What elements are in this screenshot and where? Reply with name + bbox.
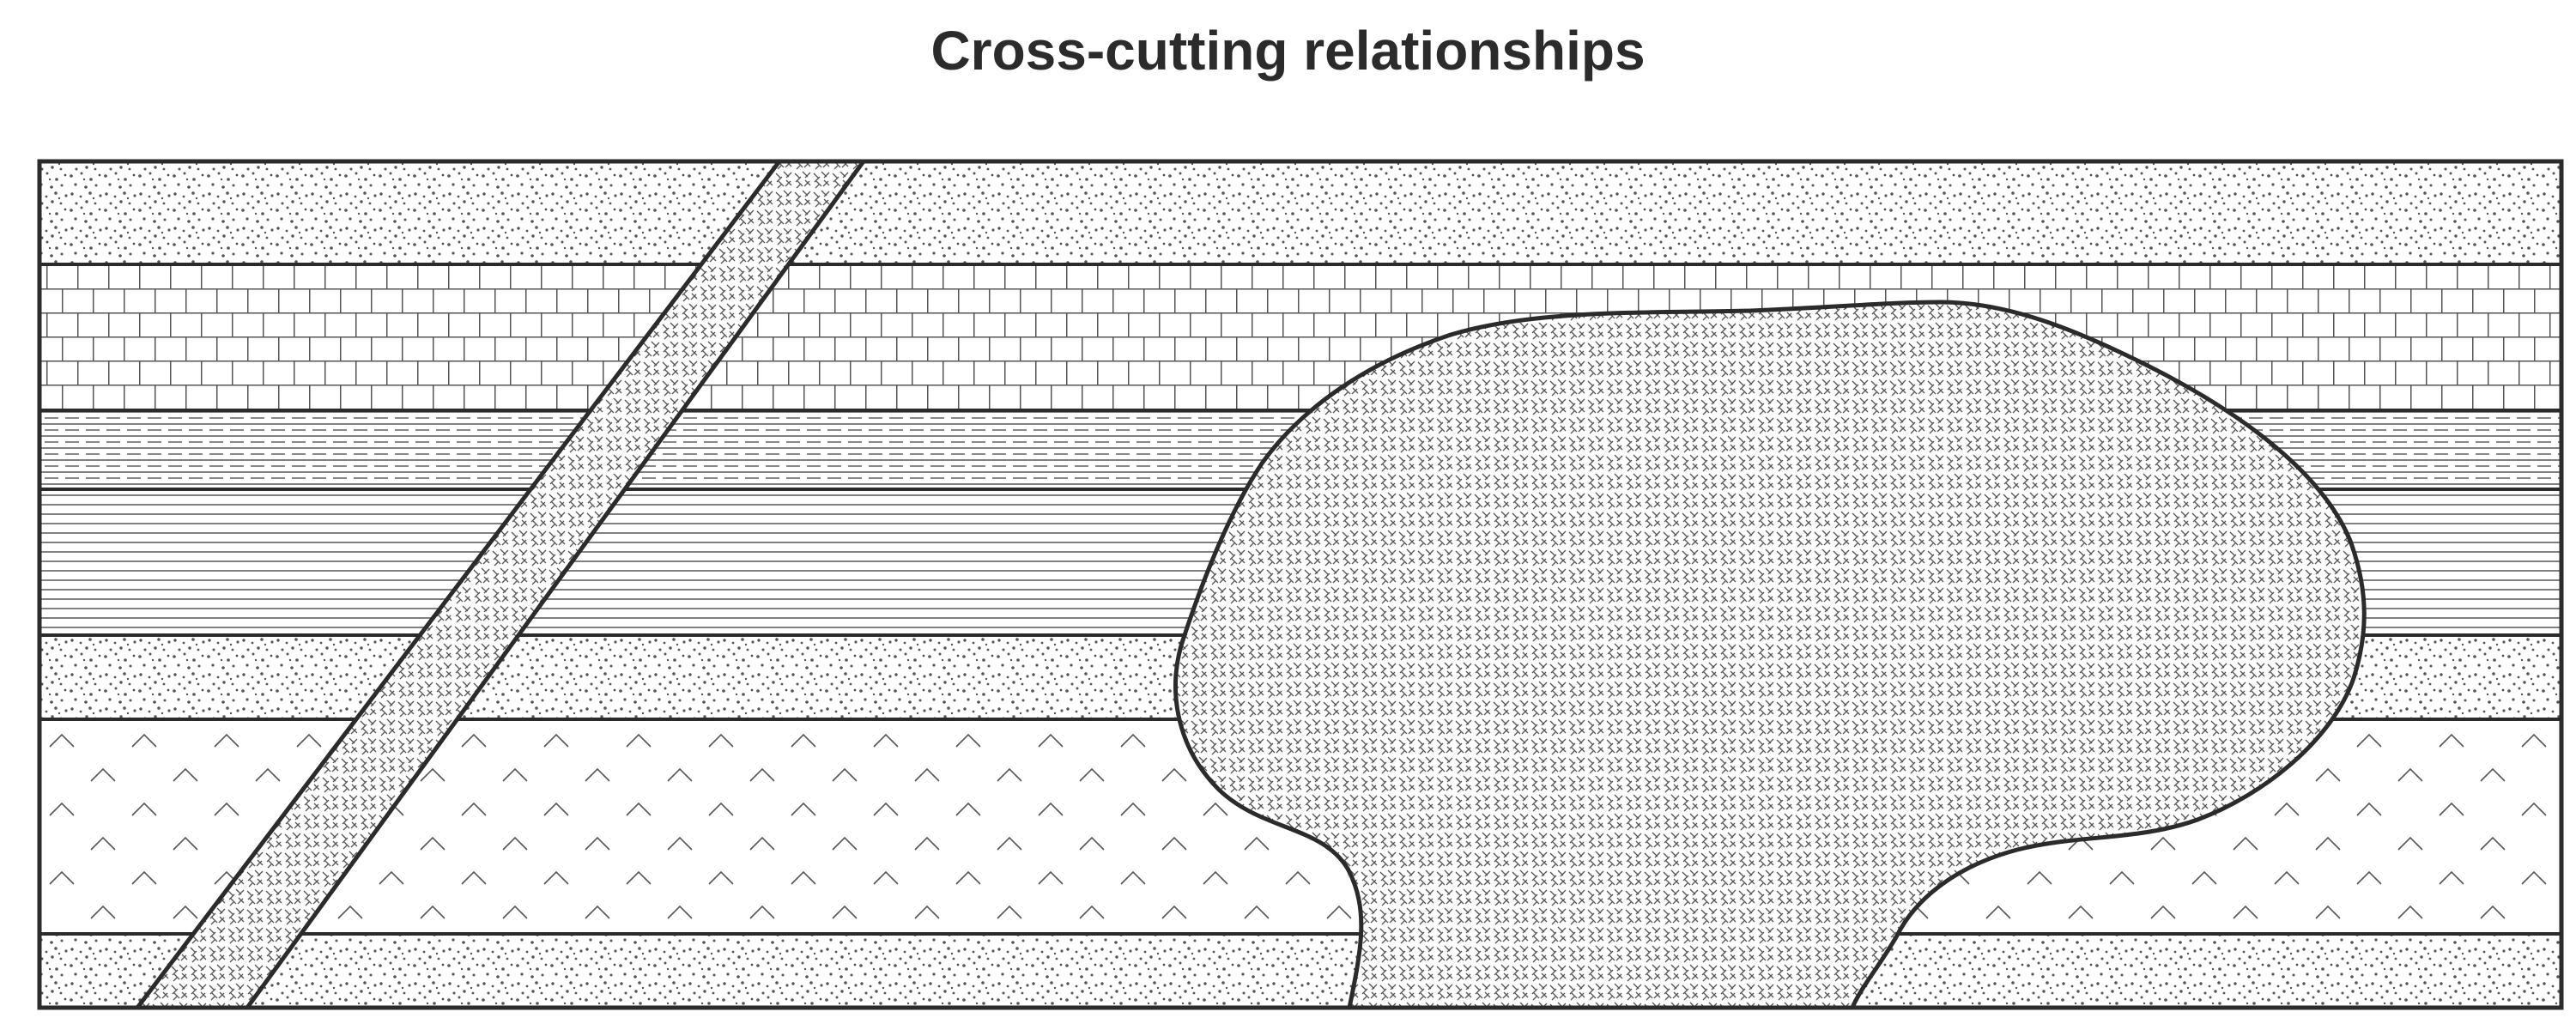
layer-sandstone-top xyxy=(39,161,2561,264)
layer-sandstone-bottom xyxy=(39,934,2561,1008)
batholith xyxy=(1173,300,2367,1008)
diagram-frame xyxy=(37,159,2564,1010)
dike xyxy=(135,161,866,1008)
diagram-title: Cross-cutting relationships xyxy=(930,20,1646,82)
